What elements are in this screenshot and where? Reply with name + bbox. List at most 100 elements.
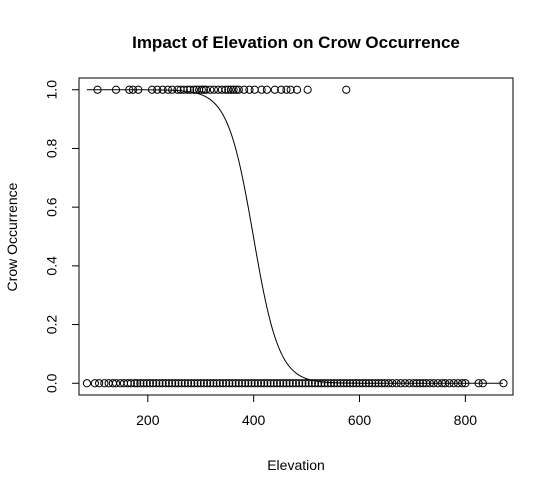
data-point xyxy=(276,379,285,388)
data-point xyxy=(215,379,224,388)
x-tick-label: 600 xyxy=(348,412,372,428)
data-point xyxy=(263,379,272,388)
data-point xyxy=(282,379,291,388)
data-point xyxy=(240,85,249,94)
data-point xyxy=(272,379,282,388)
data-point xyxy=(221,85,230,94)
data-point xyxy=(179,85,188,94)
data-point xyxy=(90,379,99,388)
data-point xyxy=(244,379,253,388)
data-point xyxy=(142,379,151,388)
data-point xyxy=(209,379,218,388)
data-point xyxy=(286,85,295,94)
data-point xyxy=(326,379,336,388)
data-point xyxy=(161,379,170,388)
y-tick-label: 0.2 xyxy=(44,315,60,335)
x-axis: 200 400 600 800 xyxy=(136,394,478,428)
data-point xyxy=(190,379,199,388)
data-point xyxy=(224,85,233,94)
data-point xyxy=(189,85,198,94)
data-point xyxy=(217,85,227,94)
data-point xyxy=(193,379,202,388)
data-point xyxy=(314,379,323,388)
data-point xyxy=(317,379,326,388)
data-point xyxy=(250,85,259,94)
data-point xyxy=(292,85,302,94)
fitted-curve-layer xyxy=(86,89,503,384)
data-point xyxy=(180,379,189,388)
fitted-curve xyxy=(86,89,503,384)
data-point xyxy=(171,379,180,388)
data-point xyxy=(199,379,209,388)
x-tick-label: 200 xyxy=(136,412,160,428)
x-axis-label: Elevation xyxy=(267,457,325,473)
data-point xyxy=(183,85,192,94)
data-point xyxy=(250,379,259,388)
data-point xyxy=(136,379,145,388)
data-point xyxy=(164,379,174,388)
data-point xyxy=(126,379,135,388)
data-point xyxy=(285,379,294,388)
data-point xyxy=(288,379,297,388)
data-point xyxy=(232,85,241,94)
data-point xyxy=(298,379,307,388)
data-point xyxy=(174,379,183,388)
data-point xyxy=(218,379,228,388)
y-tick-label: 0.8 xyxy=(44,139,60,159)
data-point xyxy=(139,379,148,388)
data-point xyxy=(237,379,247,388)
data-point xyxy=(199,85,209,94)
y-axis: 0.0 0.2 0.4 0.6 0.8 1.0 xyxy=(44,80,80,393)
data-points xyxy=(82,85,508,388)
data-point xyxy=(247,379,256,388)
data-point xyxy=(82,379,92,388)
data-point xyxy=(95,379,104,388)
data-point xyxy=(155,379,164,388)
data-point xyxy=(209,85,219,94)
data-point xyxy=(133,379,142,388)
plot-frame xyxy=(78,77,514,396)
y-axis-label: Crow Occurrence xyxy=(4,182,20,291)
data-point xyxy=(202,379,212,388)
data-point xyxy=(291,379,301,388)
data-point xyxy=(201,85,211,94)
data-point xyxy=(295,379,304,388)
data-point xyxy=(100,379,109,388)
data-point xyxy=(148,379,158,388)
chart-title: Impact of Elevation on Crow Occurrence xyxy=(132,33,460,52)
data-point xyxy=(310,379,320,388)
data-point xyxy=(177,379,186,388)
data-point xyxy=(303,85,312,94)
data-point xyxy=(301,379,310,388)
data-point xyxy=(130,379,139,388)
data-point xyxy=(260,379,269,388)
data-point xyxy=(225,379,234,388)
x-tick-label: 800 xyxy=(454,412,478,428)
data-point xyxy=(277,85,286,94)
data-point xyxy=(257,85,266,94)
data-point xyxy=(231,379,240,388)
x-tick-label: 400 xyxy=(242,412,266,428)
data-point xyxy=(197,85,206,94)
data-point xyxy=(234,85,243,94)
data-point xyxy=(111,379,121,388)
data-point xyxy=(104,379,113,388)
data-point xyxy=(323,379,332,388)
data-point xyxy=(222,379,231,388)
y-tick-label: 0.0 xyxy=(44,373,60,393)
data-point xyxy=(229,85,238,94)
data-point xyxy=(183,379,193,388)
data-point xyxy=(206,379,215,388)
data-point xyxy=(173,85,182,94)
data-point xyxy=(241,379,250,388)
data-point xyxy=(145,379,155,388)
data-point xyxy=(269,379,278,388)
data-point xyxy=(262,85,271,94)
data-point xyxy=(168,379,177,388)
data-point xyxy=(245,85,254,94)
data-point xyxy=(253,379,262,388)
y-tick-label: 0.4 xyxy=(44,256,60,276)
data-point xyxy=(256,379,266,388)
data-point xyxy=(342,85,351,94)
